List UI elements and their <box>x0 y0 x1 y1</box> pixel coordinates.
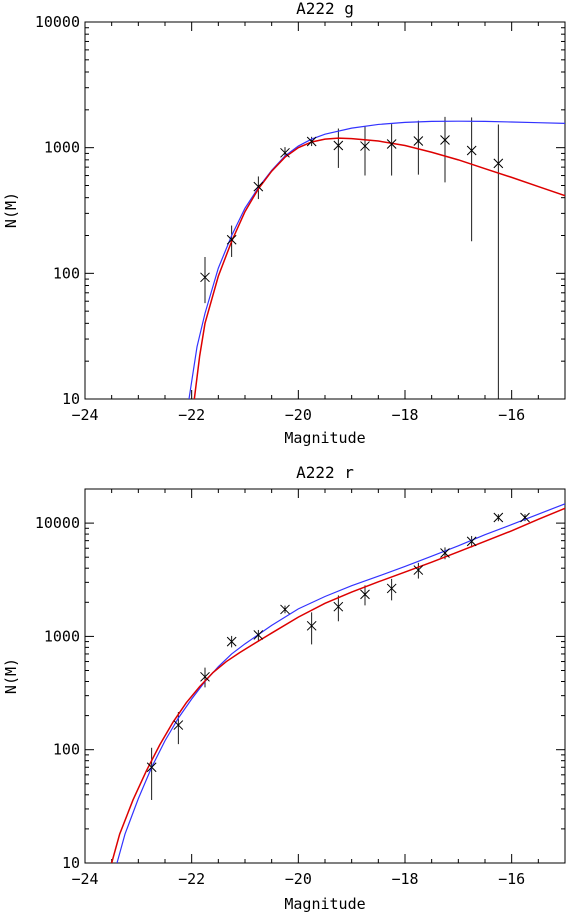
data-point <box>520 512 530 523</box>
x-tick-label: −20 <box>285 870 312 888</box>
data-point <box>200 671 210 682</box>
y-axis-label: N(M) <box>2 658 20 694</box>
y-tick-label: 10000 <box>35 13 80 31</box>
x-tick-label: −18 <box>391 406 418 424</box>
data-point <box>493 512 504 523</box>
x-tick-label: −24 <box>71 870 98 888</box>
model-curve-red <box>110 507 565 863</box>
y-tick-label: 1000 <box>44 139 80 157</box>
data-point <box>386 139 397 149</box>
panel-a222-r: A222 r Magnitude N(M) −24 −22 −20 −18 −16 10 1… <box>2 463 566 913</box>
data-point <box>360 589 370 600</box>
y-axis-label: N(M) <box>2 192 20 228</box>
plot-frame <box>84 488 566 864</box>
data-point <box>466 536 477 547</box>
data-point <box>226 234 237 245</box>
data-point <box>440 548 450 558</box>
data-point <box>466 145 477 156</box>
y-tick-label: 10 <box>62 390 80 408</box>
x-tick-label: −16 <box>498 406 525 424</box>
y-tick-label: 10000 <box>35 514 80 532</box>
y-tick-label: 100 <box>53 264 80 282</box>
model-curve-red <box>193 137 565 399</box>
data-point <box>280 604 290 615</box>
x-axis-label: Magnitude <box>284 895 365 913</box>
data-point <box>333 140 344 151</box>
y-tick-label: 100 <box>53 741 80 759</box>
x-tick-label: −22 <box>178 406 205 424</box>
data-point <box>493 158 504 169</box>
y-tick-label: 1000 <box>44 627 80 645</box>
data-point <box>226 636 237 647</box>
panel-a222-g: A222 g Magnitude N(M) −24 −22 −20 −18 −16 10 1… <box>2 0 566 447</box>
data-point <box>360 141 370 151</box>
data-point <box>280 147 290 158</box>
data-point <box>253 630 264 640</box>
x-tick-label: −18 <box>391 870 418 888</box>
data-point <box>253 181 264 192</box>
data-point <box>173 720 184 730</box>
data-point <box>306 136 317 147</box>
plot-frame <box>84 21 566 400</box>
chart-title: A222 r <box>296 463 354 482</box>
chart-title: A222 g <box>296 0 354 18</box>
x-tick-label: −24 <box>71 406 98 424</box>
data-point <box>200 272 210 283</box>
x-tick-label: −20 <box>285 406 312 424</box>
data-point <box>146 762 157 773</box>
data-point <box>413 565 424 575</box>
x-axis-label: Magnitude <box>284 429 365 447</box>
data-point <box>413 136 424 146</box>
model-curve-blue <box>188 120 565 399</box>
data-point <box>440 135 450 145</box>
x-tick-label: −16 <box>498 870 525 888</box>
model-curve-blue <box>116 503 565 863</box>
y-tick-label: 10 <box>62 854 80 872</box>
data-point <box>306 620 317 631</box>
data-point <box>333 601 344 612</box>
x-tick-label: −22 <box>178 870 205 888</box>
data-point <box>386 583 397 594</box>
